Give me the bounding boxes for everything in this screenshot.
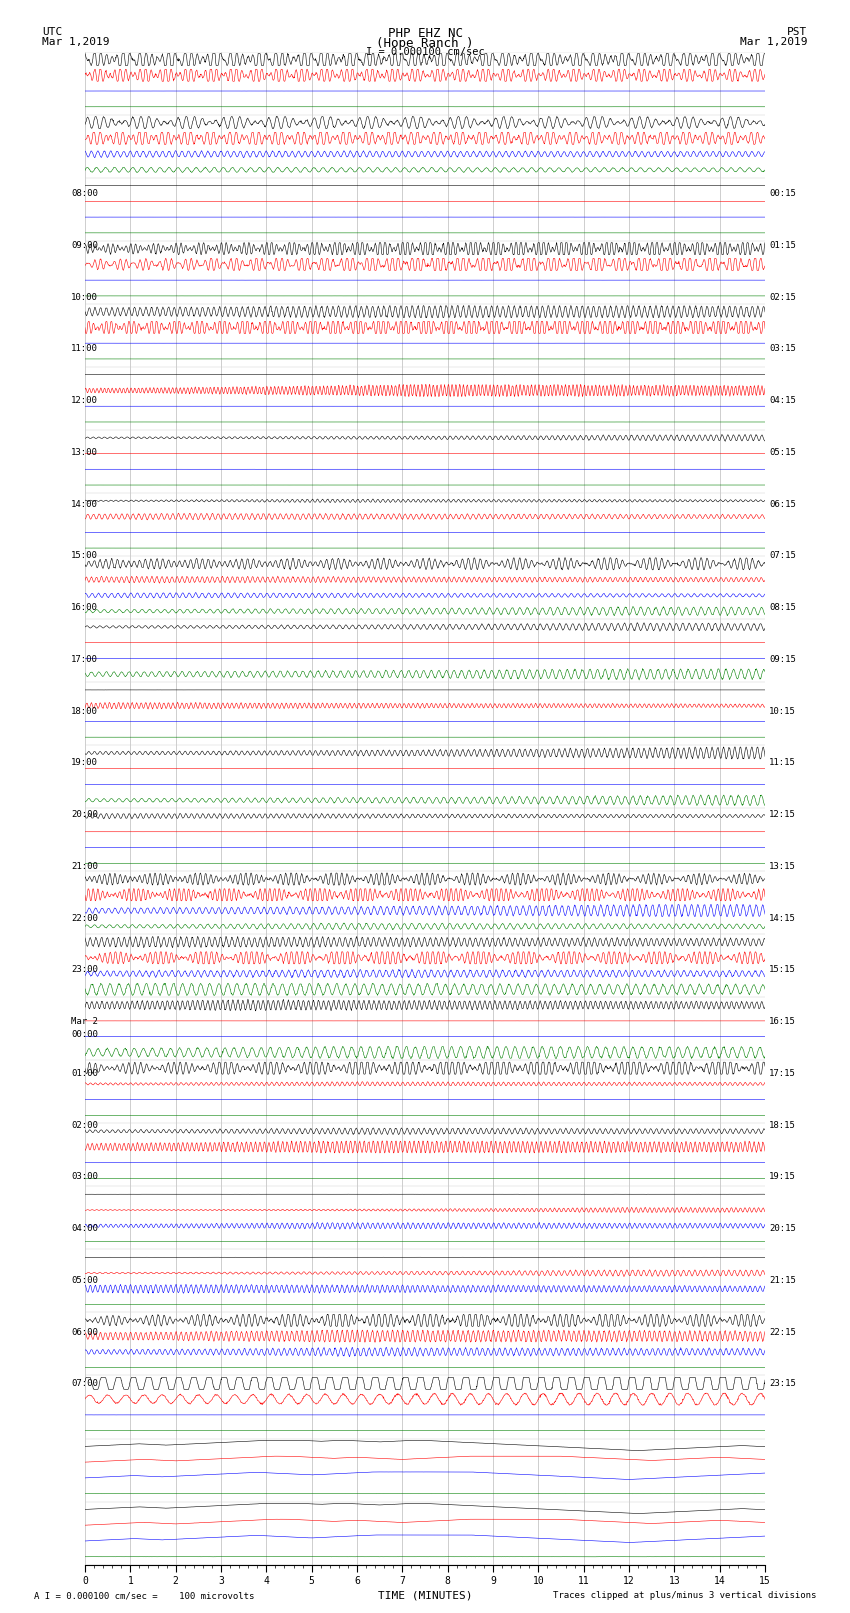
- Text: UTC: UTC: [42, 27, 63, 37]
- Text: 07:00: 07:00: [71, 1379, 98, 1389]
- Text: 13:00: 13:00: [71, 448, 98, 456]
- Text: 04:15: 04:15: [769, 397, 796, 405]
- Text: 22:15: 22:15: [769, 1327, 796, 1337]
- Text: 01:00: 01:00: [71, 1069, 98, 1077]
- Text: 00:00: 00:00: [71, 1029, 98, 1039]
- Text: 11:15: 11:15: [769, 758, 796, 768]
- Text: 08:00: 08:00: [71, 189, 98, 198]
- Text: 08:15: 08:15: [769, 603, 796, 611]
- Text: 12:00: 12:00: [71, 397, 98, 405]
- Text: 06:15: 06:15: [769, 500, 796, 508]
- Text: I = 0.000100 cm/sec: I = 0.000100 cm/sec: [366, 47, 484, 56]
- Text: 16:00: 16:00: [71, 603, 98, 611]
- Text: Mar 1,2019: Mar 1,2019: [740, 37, 808, 47]
- Text: Mar 2: Mar 2: [71, 1018, 98, 1026]
- Text: 20:15: 20:15: [769, 1224, 796, 1232]
- Text: 05:15: 05:15: [769, 448, 796, 456]
- Text: 14:00: 14:00: [71, 500, 98, 508]
- Text: 20:00: 20:00: [71, 810, 98, 819]
- Text: 22:00: 22:00: [71, 913, 98, 923]
- Text: 05:00: 05:00: [71, 1276, 98, 1286]
- Text: 01:15: 01:15: [769, 240, 796, 250]
- Text: 03:15: 03:15: [769, 344, 796, 353]
- X-axis label: TIME (MINUTES): TIME (MINUTES): [377, 1590, 473, 1600]
- Text: 14:15: 14:15: [769, 913, 796, 923]
- Text: 10:15: 10:15: [769, 706, 796, 716]
- Text: 03:00: 03:00: [71, 1173, 98, 1181]
- Text: 09:00: 09:00: [71, 240, 98, 250]
- Text: 06:00: 06:00: [71, 1327, 98, 1337]
- Text: 12:15: 12:15: [769, 810, 796, 819]
- Text: 23:15: 23:15: [769, 1379, 796, 1389]
- Text: 21:00: 21:00: [71, 861, 98, 871]
- Text: PST: PST: [787, 27, 808, 37]
- Text: 19:00: 19:00: [71, 758, 98, 768]
- Text: 17:15: 17:15: [769, 1069, 796, 1077]
- Text: 19:15: 19:15: [769, 1173, 796, 1181]
- Text: 15:00: 15:00: [71, 552, 98, 560]
- Text: 13:15: 13:15: [769, 861, 796, 871]
- Text: 00:15: 00:15: [769, 189, 796, 198]
- Text: 23:00: 23:00: [71, 965, 98, 974]
- Text: (Hope Ranch ): (Hope Ranch ): [377, 37, 473, 50]
- Text: PHP EHZ NC: PHP EHZ NC: [388, 27, 462, 40]
- Text: 09:15: 09:15: [769, 655, 796, 665]
- Text: 17:00: 17:00: [71, 655, 98, 665]
- Text: 21:15: 21:15: [769, 1276, 796, 1286]
- Text: 04:00: 04:00: [71, 1224, 98, 1232]
- Text: A I = 0.000100 cm/sec =    100 microvolts: A I = 0.000100 cm/sec = 100 microvolts: [34, 1590, 254, 1600]
- Text: 18:00: 18:00: [71, 706, 98, 716]
- Text: 18:15: 18:15: [769, 1121, 796, 1129]
- Text: 11:00: 11:00: [71, 344, 98, 353]
- Text: 16:15: 16:15: [769, 1018, 796, 1026]
- Text: 02:15: 02:15: [769, 292, 796, 302]
- Text: 10:00: 10:00: [71, 292, 98, 302]
- Text: 02:00: 02:00: [71, 1121, 98, 1129]
- Text: Traces clipped at plus/minus 3 vertical divisions: Traces clipped at plus/minus 3 vertical …: [552, 1590, 816, 1600]
- Text: 15:15: 15:15: [769, 965, 796, 974]
- Text: Mar 1,2019: Mar 1,2019: [42, 37, 110, 47]
- Text: 07:15: 07:15: [769, 552, 796, 560]
